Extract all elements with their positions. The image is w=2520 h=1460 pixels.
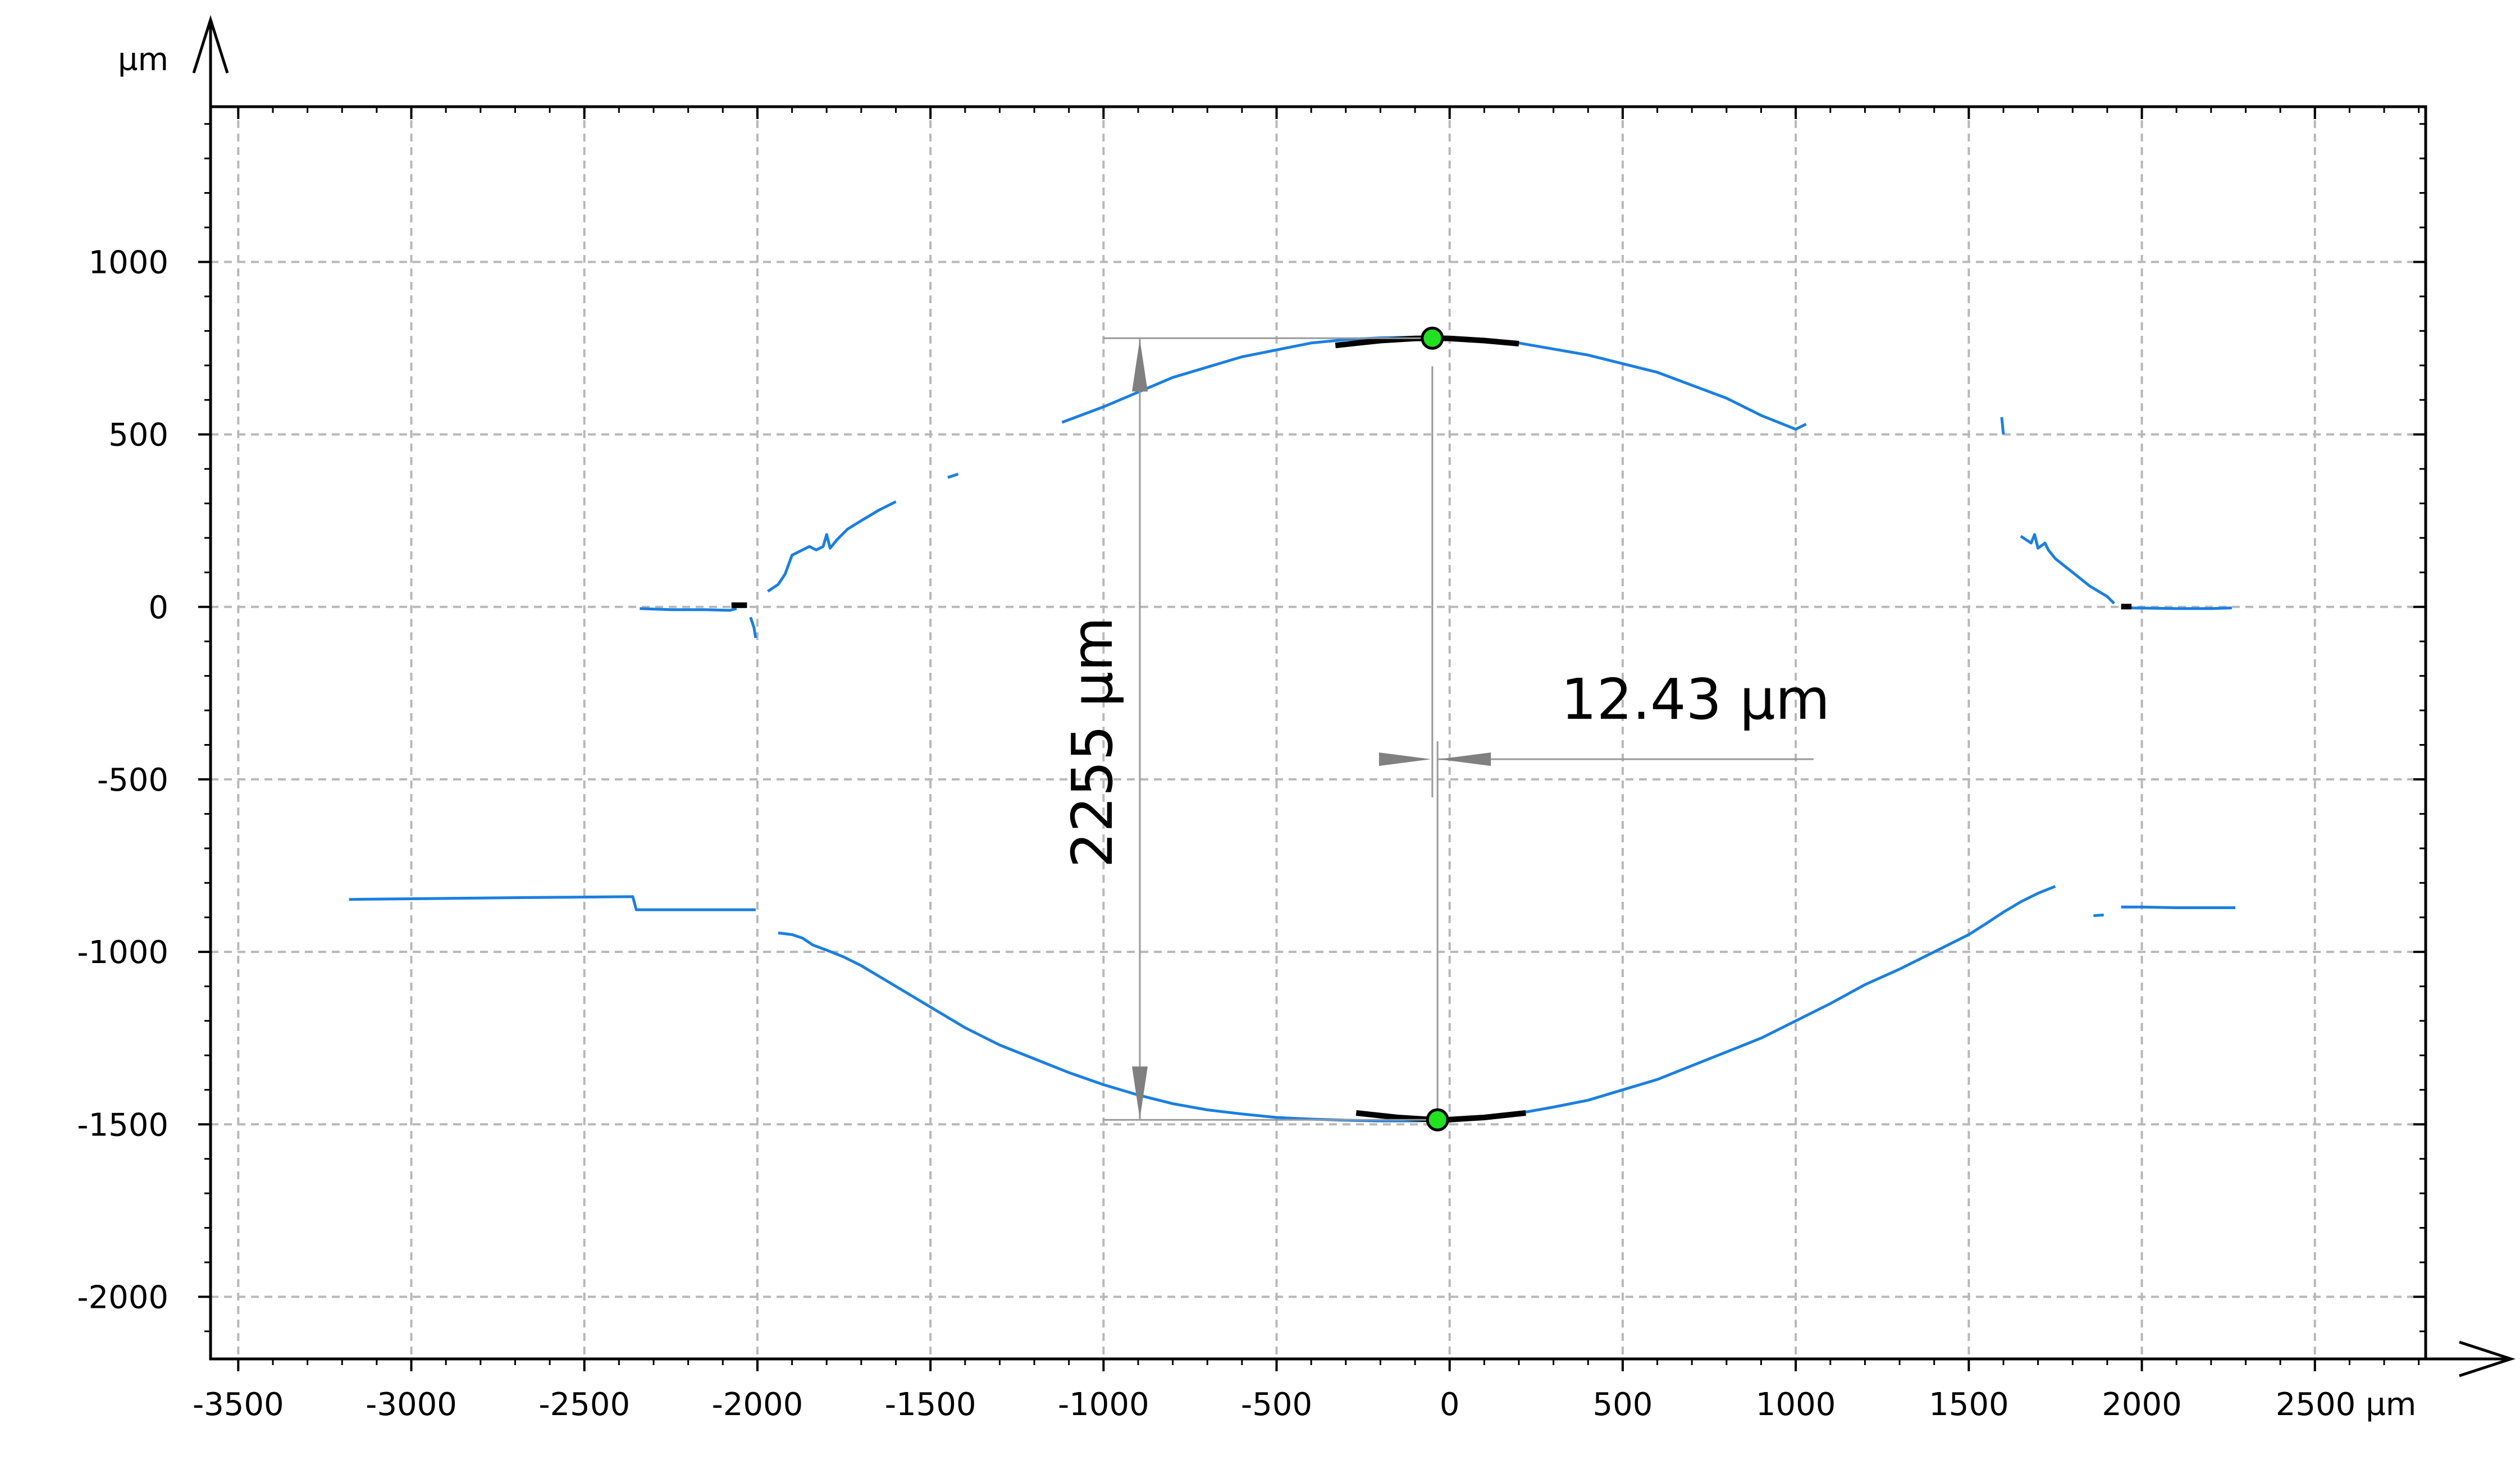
x-axis-arrow <box>2459 1340 2516 1377</box>
x-tick-label: -2000 <box>712 1386 804 1423</box>
plot-frame <box>209 105 2427 1361</box>
profile-series-line <box>749 617 757 638</box>
profile-series-line <box>778 885 2056 1123</box>
profile-series-line <box>947 472 959 479</box>
x-tick-label: -3500 <box>193 1386 284 1423</box>
series-layer <box>349 335 2235 1123</box>
y-tick-label: -2000 <box>77 1279 168 1316</box>
profile-series-line <box>640 607 737 612</box>
x-tick-label: 2500 µm <box>2276 1386 2417 1423</box>
x-tick-label: 2000 <box>2102 1386 2182 1423</box>
axes: -3500 -3000 -2500 -2000 -1500 -1000 -500 0 500 10… <box>77 15 2516 1423</box>
x-tick-label: -500 <box>1241 1386 1312 1423</box>
profile-series-line <box>349 895 756 911</box>
vertical-distance-label: 2255 µm <box>1060 617 1125 868</box>
vertical-dimension-arrow-top <box>1132 339 1148 392</box>
y-axis-unit-label: µm <box>118 42 168 78</box>
x-tick-label: 500 <box>1592 1386 1652 1423</box>
y-axis-arrow <box>192 15 229 74</box>
horizontal-dimension-arrow-left <box>1378 752 1431 766</box>
y-tick-label: -500 <box>97 762 168 799</box>
x-tick-label: 1000 <box>1756 1386 1836 1423</box>
x-tick-label: -1000 <box>1058 1386 1149 1423</box>
fit-layer <box>731 335 2132 1123</box>
marker-layer <box>1421 326 1449 1132</box>
y-tick-label: 0 <box>148 590 168 626</box>
x-tick-label: -2500 <box>538 1386 630 1423</box>
horizontal-dimension-arrow-right <box>1439 752 1491 766</box>
x-tick-label: -3000 <box>366 1386 457 1423</box>
vertical-dimension-arrow-bottom <box>1132 1066 1148 1119</box>
grid-lines <box>211 107 2426 1359</box>
y-tick-label: 1000 <box>88 244 168 281</box>
profile-series-line <box>2020 533 2115 605</box>
profile-series-line <box>1061 335 1807 431</box>
horizontal-distance-label: 12.43 µm <box>1561 667 1830 732</box>
apex-marker <box>1421 326 1444 350</box>
y-tick-label: -1000 <box>77 934 168 971</box>
x-tick-label: 1500 <box>1929 1386 2009 1423</box>
apex-marker <box>1426 1108 1449 1132</box>
profile-series-line <box>2000 417 2005 435</box>
dimension-annotations <box>1103 337 1814 1121</box>
profile-series-line <box>2131 606 2232 610</box>
x-tick-label: 0 <box>1440 1386 1460 1423</box>
y-tick-label: -1500 <box>77 1107 168 1143</box>
y-tick-label: 500 <box>108 417 168 454</box>
x-tick-label: -1500 <box>885 1386 976 1423</box>
profile-series-line <box>767 500 897 593</box>
